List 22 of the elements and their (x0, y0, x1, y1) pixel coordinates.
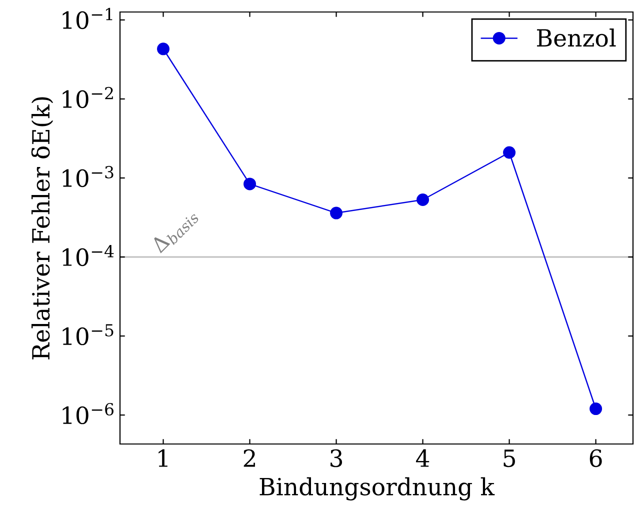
y-tick-label: 10$^{−5}$ (62, 324, 114, 346)
y-tick-label: 10$^{−2}$ (62, 86, 113, 108)
y-tick-label: 10$^{−4}$ (62, 244, 114, 266)
ref-line-label: Δ$_{basis}$ (150, 206, 200, 256)
x-tick-label: 1 (158, 449, 168, 467)
legend-label: Benzol (537, 28, 616, 47)
x-tick-label: 3 (330, 449, 342, 468)
x-tick-label: 4 (416, 449, 430, 467)
x-tick-label: 6 (590, 449, 602, 468)
point (590, 402, 602, 416)
x-tick-label: 2 (244, 449, 255, 467)
y-axis-title: Relativer Fehler δE(k) (31, 97, 54, 360)
y-tick-label: 10$^{−1}$ (62, 8, 112, 30)
x-tick-label: 5 (504, 450, 515, 468)
y-tick-label: 10$^{−6}$ (62, 402, 114, 424)
point (503, 146, 516, 159)
point (244, 178, 256, 190)
x-axis-title: Bindungsordnung k (260, 477, 495, 500)
point (416, 194, 430, 206)
y-tick-label: 10$^{−3}$ (62, 166, 114, 188)
point (330, 206, 343, 220)
point (157, 42, 170, 56)
